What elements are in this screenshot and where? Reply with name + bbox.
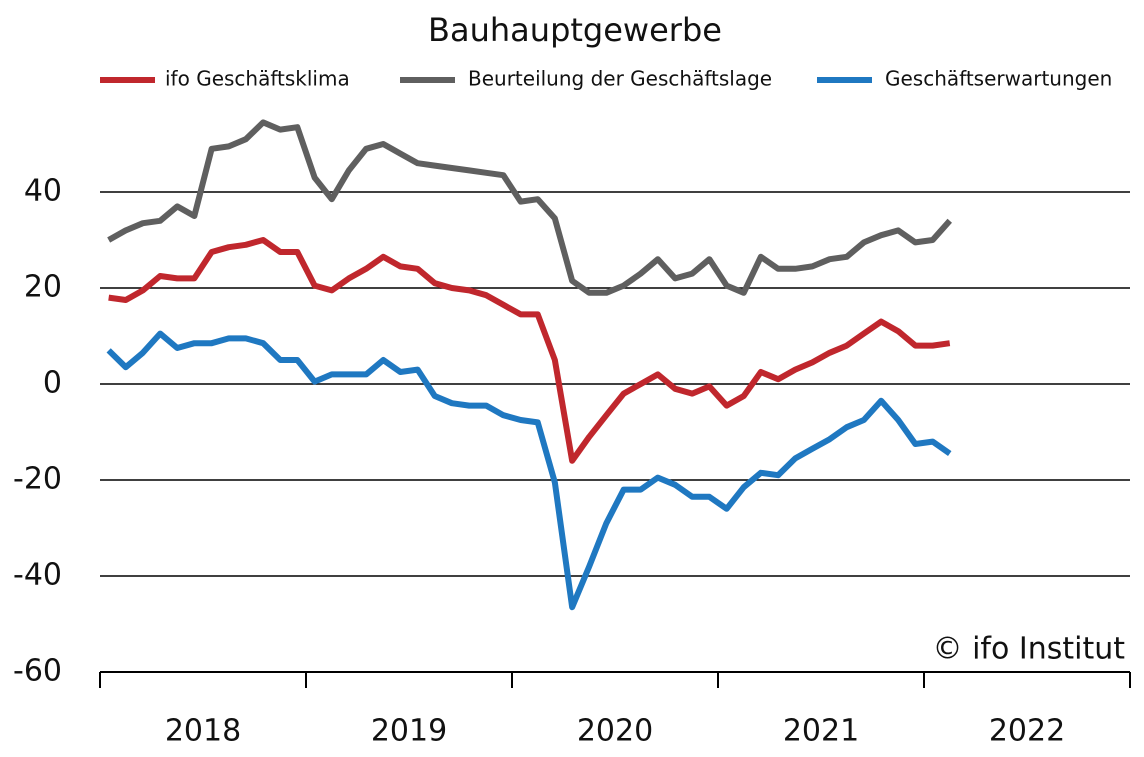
y-tick-label: -20 — [13, 462, 62, 497]
series-line — [106, 330, 952, 611]
series-line — [107, 119, 952, 296]
x-tick-label: 2019 — [371, 714, 447, 749]
x-tick-label: 2021 — [783, 714, 859, 749]
y-tick-label: 20 — [24, 270, 62, 305]
y-tick-label: 40 — [24, 174, 62, 209]
x-tick-label: 2018 — [165, 714, 241, 749]
y-tick-label: 0 — [43, 366, 62, 401]
legend-label: Beurteilung der Geschäftslage — [468, 67, 772, 91]
y-tick-label: -60 — [13, 654, 62, 689]
legend-label: ifo Geschäftsklima — [165, 67, 350, 91]
x-tick-label: 2020 — [577, 714, 653, 749]
y-tick-label: -40 — [13, 558, 62, 593]
chart-title: Bauhauptgewerbe — [428, 11, 722, 49]
x-tick-label: 2022 — [989, 714, 1065, 749]
legend-label: Geschäftserwartungen — [885, 67, 1112, 91]
series-line — [108, 237, 951, 464]
credit: © ifo Institut — [933, 632, 1126, 667]
